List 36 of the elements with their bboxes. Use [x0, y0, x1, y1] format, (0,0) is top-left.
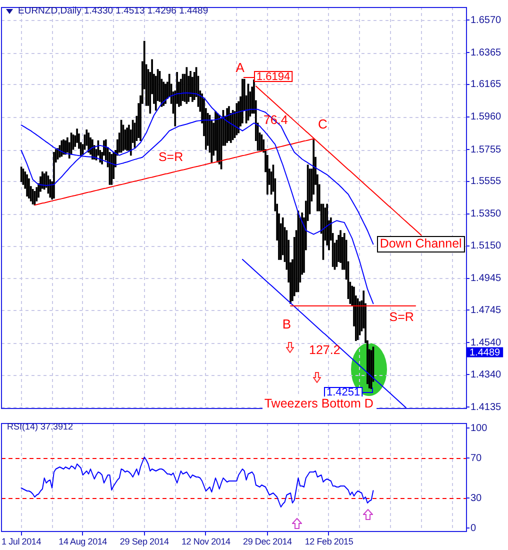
annotation: B — [282, 316, 292, 332]
y-tick-label: 1.5150 — [470, 240, 502, 252]
x-tick-label: 1 Jul 2014 — [1, 536, 42, 546]
chart-title: EURNZD,Daily 1.4330 1.4513 1.4296 1.4489 — [18, 6, 208, 17]
y-tick-label: 100 — [470, 422, 488, 434]
y-tick-label: 1.6570 — [470, 14, 502, 26]
x-tick-label: 29 Dec 2014 — [243, 536, 292, 546]
annotation: S=R — [389, 310, 414, 324]
y-tick-label: 1.5350 — [470, 208, 502, 220]
y-tick-label: 1.4945 — [470, 273, 502, 284]
y-tick-label: 0 — [470, 522, 476, 534]
y-tick-label: 70 — [470, 452, 482, 464]
x-tick-label: 29 Sep 2014 — [120, 536, 169, 546]
annotation: 1.4251 — [326, 386, 360, 399]
y-tick-label: 1.4745 — [470, 304, 502, 316]
x-tick-label: 12 Nov 2014 — [181, 536, 231, 546]
annotation: 1.6194 — [256, 71, 290, 84]
y-tick-label: 1.5555 — [470, 176, 502, 188]
y-tick-label: 1.4340 — [470, 369, 502, 380]
y-tick-label: 1.5755 — [470, 144, 502, 156]
text: 1.4489 — [470, 348, 501, 359]
annotation: 127.2 — [309, 342, 340, 357]
chart-title: RSI(14) 37.3912 — [7, 421, 74, 432]
annotation: A — [236, 60, 245, 76]
y-tick-label: 1.4135 — [470, 402, 502, 413]
y-tick-label: 1.4540 — [470, 337, 502, 348]
annotation: S=R — [158, 150, 184, 164]
y-tick-label: 1.6365 — [470, 47, 502, 58]
y-tick-label: 30 — [470, 492, 482, 504]
y-tick-label: 1.5960 — [470, 112, 502, 123]
x-tick-label: 14 Aug 2014 — [58, 536, 108, 546]
annotation: Tweezers Bottom D — [264, 396, 374, 410]
x-tick-label: 12 Feb 2015 — [304, 536, 354, 546]
annotation: C — [318, 116, 328, 132]
y-tick-label: 1.6165 — [470, 79, 502, 90]
annotation: Down Channel — [380, 236, 462, 251]
